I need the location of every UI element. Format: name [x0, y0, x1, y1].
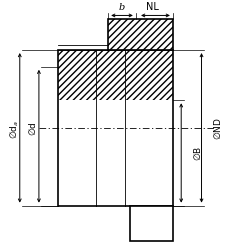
Bar	[58, 50, 173, 100]
Bar	[130, 206, 173, 242]
Text: $\emptyset$B: $\emptyset$B	[192, 145, 203, 160]
Text: NL: NL	[146, 2, 159, 12]
Text: $\emptyset$d$_a$: $\emptyset$d$_a$	[9, 120, 21, 139]
Text: b: b	[118, 3, 124, 12]
Bar	[58, 50, 173, 205]
Text: $\emptyset$ND: $\emptyset$ND	[212, 118, 223, 141]
Bar	[108, 19, 173, 50]
Text: $\emptyset$d: $\emptyset$d	[28, 122, 38, 136]
Bar	[108, 19, 173, 50]
